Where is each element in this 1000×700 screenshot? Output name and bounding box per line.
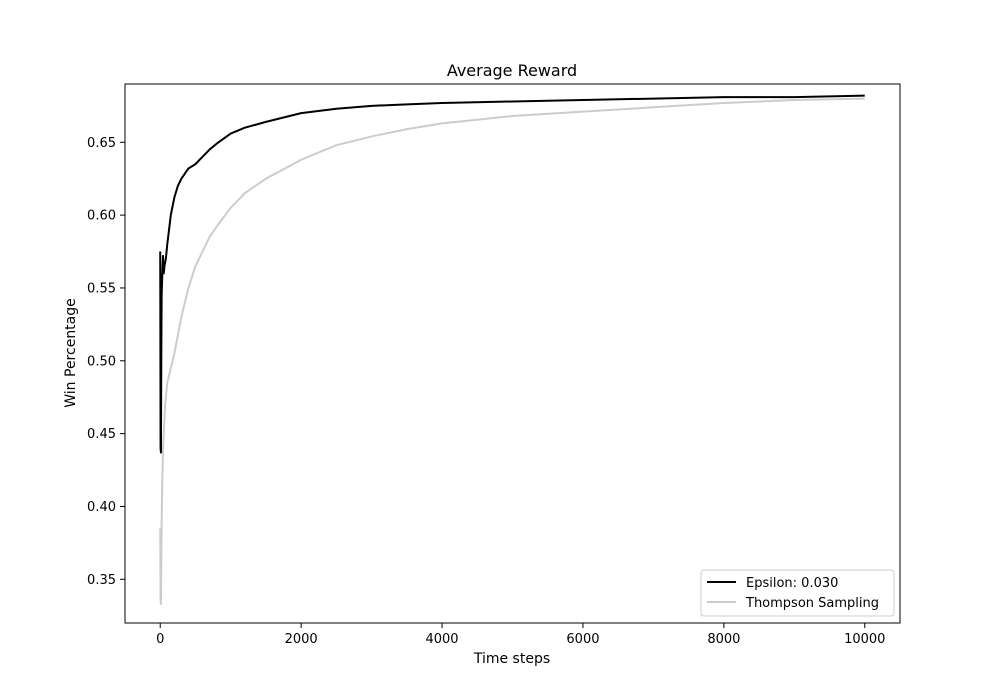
- y-tick-label: 0.45: [87, 427, 116, 442]
- x-tick-label: 4000: [425, 632, 458, 647]
- y-tick-label: 0.65: [87, 136, 116, 151]
- x-tick-label: 8000: [707, 632, 740, 647]
- y-axis: 0.35 0.40 0.45 0.50 0.55 0.60 0.65: [87, 136, 125, 588]
- legend-box: [700, 569, 895, 617]
- legend: Epsilon: 0.030 Thompson Sampling: [700, 569, 895, 617]
- y-tick-label: 0.35: [87, 573, 116, 588]
- plot-frame: [124, 83, 901, 624]
- chart-title: Average Reward: [447, 61, 577, 80]
- legend-label-thompson: Thompson Sampling: [745, 596, 879, 611]
- x-axis-label: Time steps: [473, 651, 550, 667]
- series-layer: [159, 94, 865, 606]
- legend-label-epsilon: Epsilon: 0.030: [746, 576, 838, 591]
- y-tick-label: 0.60: [87, 209, 116, 224]
- series-line-epsilon: [159, 94, 865, 454]
- x-tick-label: 10000: [844, 632, 885, 647]
- y-tick-label: 0.55: [87, 281, 116, 296]
- x-axis: 0 2000 4000 6000 8000 10000: [156, 623, 885, 647]
- y-tick-label: 0.40: [87, 500, 116, 515]
- x-tick-label: 0: [156, 632, 164, 647]
- x-tick-label: 6000: [566, 632, 599, 647]
- y-tick-label: 0.50: [87, 354, 116, 369]
- y-axis-label: Win Percentage: [63, 298, 79, 408]
- x-tick-label: 2000: [285, 632, 318, 647]
- plot-area: [124, 83, 901, 624]
- series-line-thompson: [159, 97, 865, 606]
